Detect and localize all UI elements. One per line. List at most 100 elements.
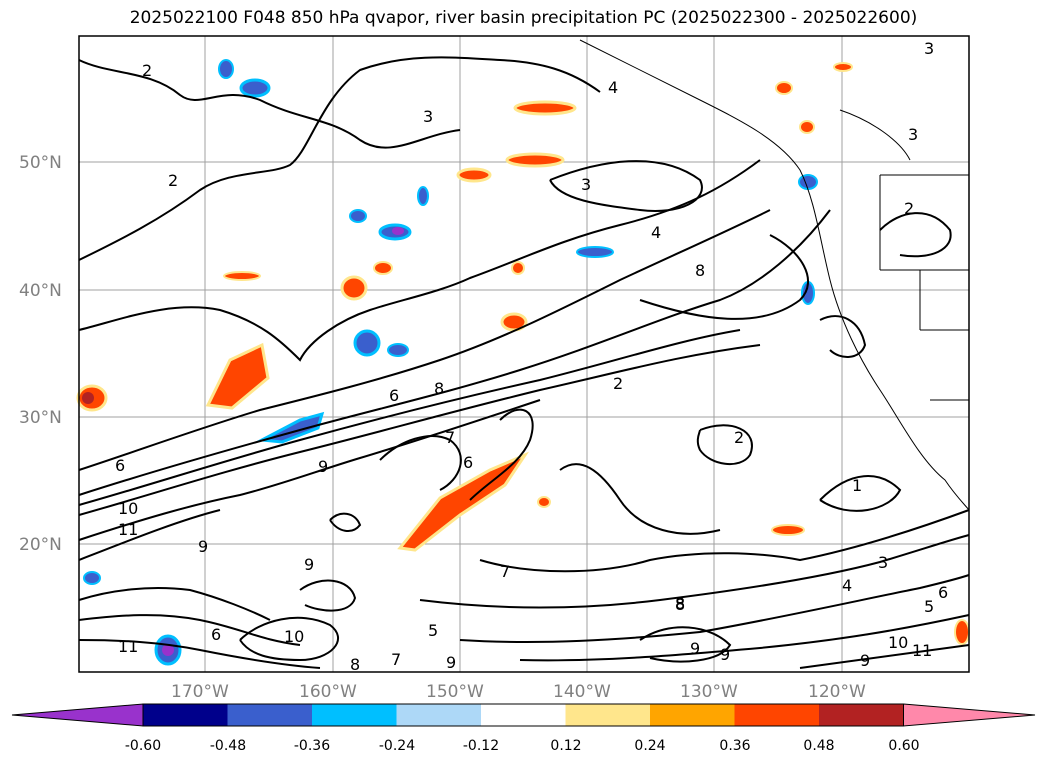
precip-patch (954, 619, 970, 645)
precip-patch (456, 167, 492, 183)
precip-patch (513, 100, 577, 116)
colorbar-tick-label: 0.48 (803, 738, 834, 754)
colorbar-segment (734, 704, 819, 726)
contour-label: 2 (613, 374, 623, 393)
colorbar-segment (396, 704, 481, 726)
precip-patch (83, 571, 101, 585)
colorbar (11, 703, 1036, 727)
precip-patch (576, 246, 614, 258)
contour-line (696, 424, 753, 466)
contour-label: 7 (500, 562, 510, 581)
lon-label: 170°W (171, 682, 229, 702)
latitude-labels: 50°N 40°N 30°N 20°N (19, 153, 62, 555)
colorbar-tick-label: -0.12 (463, 738, 499, 754)
contour-label: 11 (118, 637, 138, 656)
contour-labels: 2 3 4 3 3 2 4 8 6 8 2 7 6 9 10 11 9 6 9 … (115, 39, 948, 674)
precip-patch (239, 78, 271, 98)
precip-patch (353, 329, 381, 357)
contour-label: 10 (888, 633, 908, 652)
contour-line (479, 509, 970, 573)
contour-line (299, 579, 357, 612)
contour-label: 10 (284, 627, 304, 646)
contour-line (819, 475, 902, 512)
colorbar-segment (312, 704, 397, 726)
contour-label: 1 (852, 476, 862, 495)
contour-line (559, 463, 721, 535)
contour-line (879, 212, 952, 258)
contour-label: 3 (878, 553, 888, 572)
contour-line (329, 512, 362, 532)
contour-label: 9 (304, 555, 314, 574)
colorbar-segment (903, 703, 1036, 727)
contour-label: 6 (115, 456, 125, 475)
contour-line (519, 614, 970, 662)
contour-label: 2 (142, 61, 152, 80)
colorbar-segment (819, 704, 904, 726)
contour-label: 2 (168, 171, 178, 190)
contour-line (469, 408, 534, 501)
lon-label: 150°W (426, 682, 484, 702)
contour-line (639, 234, 810, 320)
contour-line (78, 329, 741, 506)
contour-label: 3 (581, 175, 591, 194)
colorbar-tick-label: 0.12 (550, 738, 581, 754)
colorbar-tick-label: -0.48 (210, 738, 246, 754)
contour-label: 9 (690, 639, 700, 658)
contour-line (78, 56, 601, 261)
contour-line (78, 344, 761, 516)
precip-patch (511, 261, 525, 275)
lon-label: 120°W (808, 682, 866, 702)
colorbar-segment (11, 703, 144, 727)
contour-line (78, 587, 271, 621)
lon-label: 130°W (680, 682, 738, 702)
precip-patch (82, 392, 94, 404)
contour-line (379, 435, 462, 491)
contour-line (459, 574, 970, 643)
contour-line (78, 209, 831, 496)
coastline (579, 39, 970, 511)
contour-label: 8 (350, 655, 360, 674)
contour-label: 5 (428, 621, 438, 640)
contour-label: 2 (904, 199, 914, 218)
contour-label: 6 (938, 583, 948, 602)
contour-label: 7 (391, 650, 401, 669)
lat-label: 40°N (19, 281, 62, 301)
contour-line (419, 534, 970, 609)
contour-line (549, 160, 703, 212)
colorbar-segment (565, 704, 650, 726)
precip-patch (392, 227, 404, 235)
contour-label: 6 (389, 386, 399, 405)
contour-label: 6 (463, 453, 473, 472)
precip-patch (771, 524, 805, 536)
precip-patch (218, 59, 234, 79)
contour-label: 8 (434, 379, 444, 398)
map-panel (76, 35, 970, 673)
contour-label: 4 (651, 223, 661, 242)
precip-patch (798, 174, 818, 190)
lon-label: 160°W (299, 682, 357, 702)
contour-line (78, 509, 221, 561)
lon-label: 140°W (553, 682, 611, 702)
contour-label: 8 (675, 594, 685, 613)
contour-line (799, 644, 970, 669)
contour-line (78, 639, 321, 669)
colorbar-tick-label: -0.24 (379, 738, 415, 754)
contour-line (78, 399, 541, 541)
precip-patch (256, 411, 325, 444)
contour-label: 3 (924, 39, 934, 58)
contour-label: 4 (842, 576, 852, 595)
qvapor-contours (78, 56, 970, 669)
contour-line (819, 315, 867, 358)
precip-patch (505, 152, 565, 168)
precip-patch (373, 261, 393, 275)
colorbar-segment (227, 704, 312, 726)
contour-label: 11 (912, 641, 932, 660)
precip-patch (799, 120, 815, 134)
chart-title: 2025022100 F048 850 hPa qvapor, river ba… (129, 8, 918, 28)
lat-label: 20°N (19, 535, 62, 555)
colorbar-outline (142, 703, 904, 727)
colorbar-tick-label: 0.60 (888, 738, 919, 754)
contour-line (78, 209, 771, 471)
colorbar-tick-label: -0.60 (125, 738, 161, 754)
contour-label: 9 (198, 537, 208, 556)
